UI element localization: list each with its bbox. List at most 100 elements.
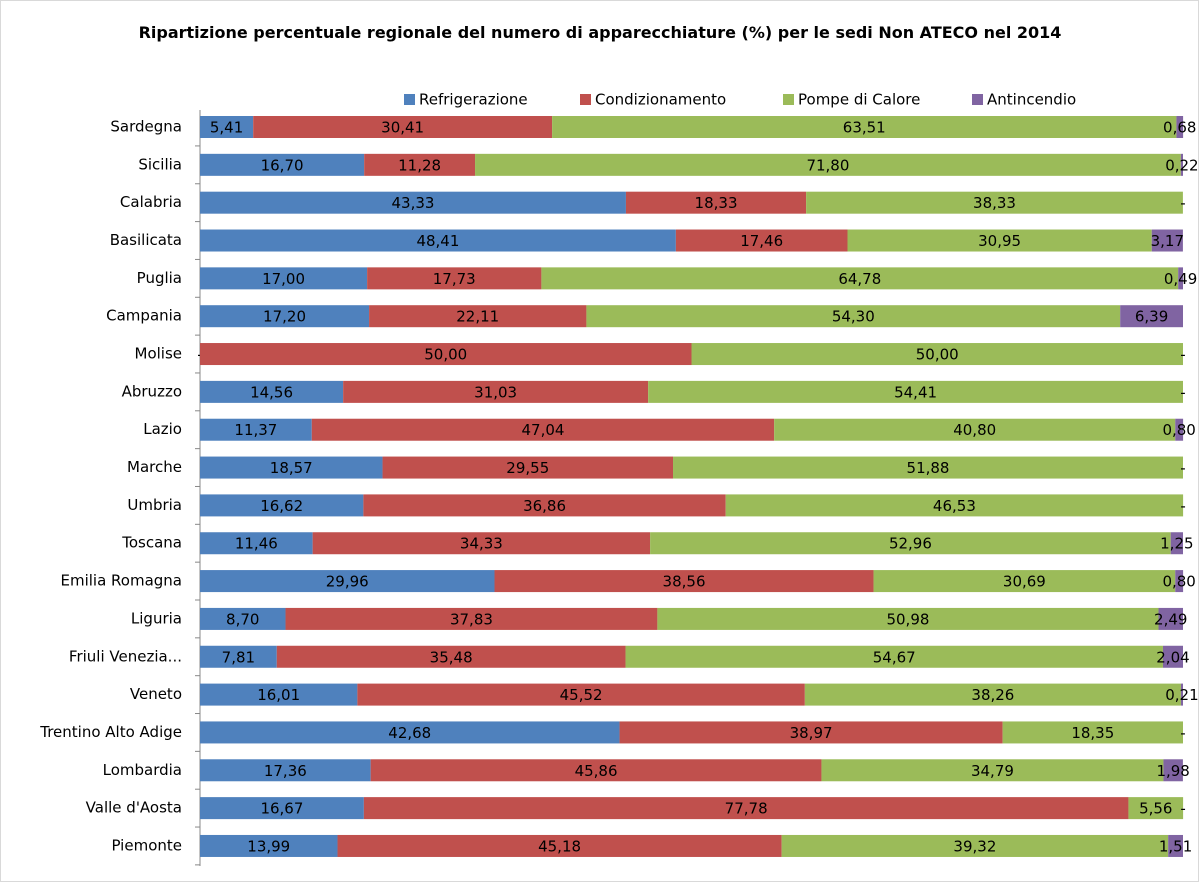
data-label: 0,68	[1163, 119, 1196, 137]
bar-segment	[200, 797, 364, 820]
bar-segment	[494, 570, 874, 593]
data-label: -	[1180, 459, 1185, 477]
data-label: 8,70	[226, 610, 259, 628]
data-label: 17,00	[262, 270, 305, 288]
bar-segment	[200, 305, 370, 328]
bar-segment	[847, 229, 1152, 252]
data-label: 31,03	[474, 383, 517, 401]
bar-segment	[1151, 229, 1183, 252]
data-label: 50,98	[886, 610, 929, 628]
data-label: 17,36	[264, 762, 307, 780]
data-label: 0,21	[1165, 686, 1198, 704]
data-label: 0,80	[1162, 421, 1195, 439]
bar-segment	[363, 494, 726, 517]
legend-swatch	[783, 94, 794, 105]
data-label: 3,17	[1151, 232, 1184, 250]
data-label: 1,51	[1159, 837, 1192, 855]
bar-segment	[312, 532, 651, 555]
data-label: 54,67	[873, 648, 916, 666]
bar-segment	[200, 494, 364, 517]
bar-segment	[200, 456, 383, 479]
bar-segment	[200, 153, 365, 176]
legend-label: Refrigerazione	[419, 91, 528, 109]
data-label: -	[1180, 724, 1185, 742]
bar-segment	[804, 683, 1181, 706]
bar-segment	[200, 418, 312, 441]
bar-segment	[552, 116, 1177, 138]
bar-segment	[200, 645, 277, 668]
legend-swatch	[972, 94, 983, 105]
data-label: 16,01	[257, 686, 300, 704]
y-tick-label: Calabria	[120, 193, 182, 211]
y-tick-label: Basilicata	[110, 231, 182, 249]
data-label: 14,56	[250, 383, 293, 401]
data-label: 13,99	[247, 837, 290, 855]
bar-segment	[200, 116, 254, 138]
bar-segment	[625, 645, 1163, 668]
bar-segment	[357, 683, 805, 706]
data-label: 7,81	[222, 648, 255, 666]
data-label: 5,56	[1139, 800, 1172, 818]
data-label: 38,56	[663, 573, 706, 591]
data-label: 51,88	[907, 459, 950, 477]
bar-segment	[200, 721, 620, 744]
data-label: 11,28	[398, 156, 441, 174]
data-label: 18,57	[270, 459, 313, 477]
bar-segment	[364, 153, 476, 176]
data-label: 36,86	[523, 497, 566, 515]
y-tick-label: Piemonte	[111, 836, 182, 854]
data-label: 16,62	[260, 497, 303, 515]
data-label: 18,33	[695, 194, 738, 212]
bar-segment	[1178, 267, 1183, 290]
data-label: -	[1180, 383, 1185, 401]
bar-segment	[200, 191, 626, 214]
data-label: 43,33	[391, 194, 434, 212]
data-label: 1,25	[1160, 535, 1193, 553]
bar-segment	[691, 343, 1183, 366]
bar-segment	[1180, 683, 1183, 706]
data-label: 0,80	[1162, 573, 1195, 591]
bar-segment	[311, 418, 775, 441]
bar-segment	[541, 267, 1179, 290]
bar-segment	[1158, 607, 1183, 630]
data-label: 0,49	[1164, 270, 1197, 288]
data-label: 71,80	[806, 156, 849, 174]
data-label: 77,78	[725, 800, 768, 818]
data-label: -	[1180, 497, 1185, 515]
data-label: 34,79	[971, 762, 1014, 780]
data-label: 38,26	[971, 686, 1014, 704]
y-tick-label: Sardegna	[110, 118, 182, 136]
bar-segment	[821, 759, 1164, 782]
bar-segment	[200, 834, 338, 857]
data-label: -	[1180, 194, 1185, 212]
bar-segment	[619, 721, 1003, 744]
data-label: 30,41	[381, 119, 424, 137]
data-label: 17,73	[433, 270, 476, 288]
bar-segment	[774, 418, 1176, 441]
data-label: 5,41	[210, 119, 243, 137]
bar-segment	[675, 229, 848, 252]
bar-segment	[781, 834, 1169, 857]
data-label: 29,55	[506, 459, 549, 477]
bar-segment	[285, 607, 658, 630]
data-label: 22,11	[456, 308, 499, 326]
data-label: 16,70	[261, 156, 304, 174]
data-label: -	[1180, 346, 1185, 364]
bar-segment	[873, 570, 1176, 593]
legend-label: Antincendio	[987, 91, 1076, 109]
data-label: 47,04	[521, 421, 564, 439]
legend-label: Condizionamento	[595, 91, 726, 109]
data-label: 45,86	[575, 762, 618, 780]
y-tick-label: Abruzzo	[122, 382, 182, 400]
data-label: 46,53	[933, 497, 976, 515]
bar-segment	[1163, 759, 1183, 782]
y-tick-label: Valle d'Aosta	[86, 799, 182, 817]
bar-segment	[200, 267, 368, 290]
bar-segment	[370, 759, 822, 782]
data-label: 6,39	[1135, 308, 1168, 326]
chart-title: Ripartizione percentuale regionale del n…	[138, 23, 1062, 42]
data-label: 29,96	[326, 573, 369, 591]
y-tick-label: Liguria	[131, 609, 182, 627]
bar-segment	[200, 532, 313, 555]
